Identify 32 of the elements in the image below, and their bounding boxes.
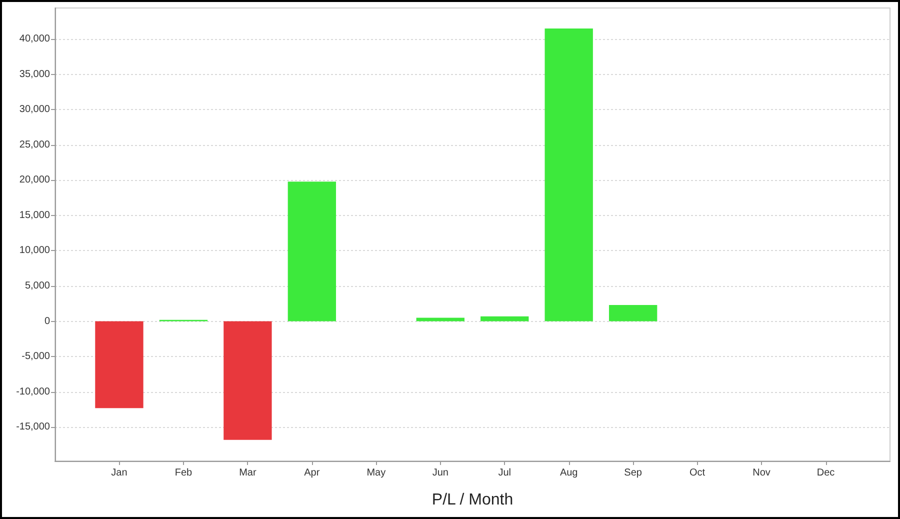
x-tick-label: Jan	[111, 468, 128, 478]
y-tick-label: -10,000	[16, 386, 50, 398]
y-tick-label: 15,000	[19, 210, 50, 221]
x-tick-label: Nov	[752, 468, 770, 478]
bar	[480, 316, 529, 322]
bar	[416, 318, 464, 322]
y-tick-label: 25,000	[19, 139, 50, 150]
x-tick-label: Dec	[816, 468, 835, 478]
x-tick-label: Sep	[624, 468, 642, 478]
bar	[288, 182, 336, 322]
y-tick-label: 10,000	[19, 245, 50, 256]
y-tick-label: 20,000	[19, 174, 50, 186]
bar	[544, 28, 593, 322]
y-tick-label: -15,000	[16, 422, 50, 433]
y-tick-label: 5,000	[24, 280, 50, 292]
x-tick-label: Aug	[560, 468, 578, 478]
x-tick-label: Jul	[498, 468, 512, 478]
x-axis-title: P/L / Month	[432, 492, 514, 508]
y-tick-label: 35,000	[19, 68, 50, 80]
x-tick-label: Feb	[174, 468, 193, 478]
y-tick-label: 40,000	[19, 34, 50, 45]
y-tick-label: -5,000	[22, 351, 50, 362]
x-tick-label: Oct	[690, 468, 706, 478]
x-tick-label: May	[366, 468, 386, 478]
bar	[224, 321, 272, 440]
bar	[608, 305, 658, 322]
y-tick-label: 30,000	[19, 104, 50, 116]
y-tick-label: 0	[44, 316, 50, 327]
bar	[95, 321, 144, 408]
x-tick-label: Apr	[304, 468, 320, 478]
x-tick-label: Mar	[239, 468, 257, 478]
x-tick-label: Jun	[432, 468, 448, 478]
